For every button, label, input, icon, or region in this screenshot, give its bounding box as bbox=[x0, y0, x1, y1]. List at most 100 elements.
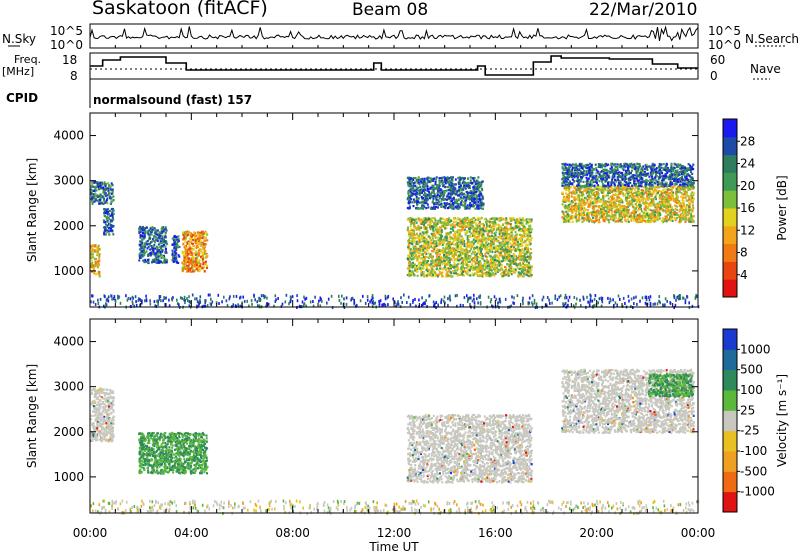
echo-cell bbox=[445, 251, 448, 254]
echo-cell bbox=[108, 185, 111, 188]
scatter-cell bbox=[448, 294, 451, 298]
echo-cell bbox=[461, 220, 464, 223]
echo-cell bbox=[468, 198, 471, 201]
scatter-cell bbox=[232, 294, 235, 298]
echo-cell bbox=[525, 252, 528, 255]
scatter-cell bbox=[449, 298, 452, 302]
echo-cell bbox=[461, 249, 464, 252]
echo-cell bbox=[426, 181, 429, 184]
echo-cell bbox=[106, 225, 109, 229]
echo-cell bbox=[94, 188, 97, 191]
echo-cell bbox=[464, 222, 467, 225]
echo-cell bbox=[453, 272, 455, 275]
scatter-cell bbox=[221, 300, 223, 304]
echo-cell bbox=[483, 268, 486, 271]
scatter-cell bbox=[412, 299, 414, 302]
echo-cell bbox=[463, 206, 466, 209]
echo-cell bbox=[434, 219, 437, 222]
echo-cell bbox=[98, 264, 101, 267]
echo-cell bbox=[477, 242, 480, 245]
echo-cell bbox=[452, 233, 455, 236]
echo-cell bbox=[472, 203, 474, 206]
echo-cell bbox=[139, 253, 142, 256]
echo-cell bbox=[669, 205, 672, 208]
echo-cell bbox=[105, 198, 108, 201]
echo-cell bbox=[486, 258, 488, 261]
scatter-cell bbox=[579, 298, 581, 302]
echo-cell bbox=[407, 202, 410, 205]
echo-cell bbox=[183, 237, 185, 240]
echo-cell bbox=[109, 202, 112, 205]
echo-cell bbox=[91, 247, 94, 250]
echo-cell bbox=[456, 190, 459, 193]
echo-cell bbox=[105, 200, 108, 203]
echo-cell bbox=[513, 269, 516, 272]
echo-cell bbox=[205, 256, 207, 259]
echo-cell bbox=[409, 188, 412, 191]
echo-cell bbox=[445, 263, 448, 266]
echo-cell bbox=[466, 216, 469, 219]
scatter-cell bbox=[135, 300, 137, 304]
echo-cell bbox=[455, 249, 457, 252]
echo-cell bbox=[427, 268, 430, 271]
scatter-cell bbox=[384, 294, 387, 298]
echo-cell bbox=[510, 248, 513, 251]
echo-cell bbox=[201, 242, 203, 245]
echo-cell bbox=[481, 195, 484, 198]
echo-cell bbox=[465, 247, 468, 250]
echo-cell bbox=[106, 202, 109, 205]
echo-cell bbox=[462, 241, 464, 244]
echo-cell bbox=[508, 249, 511, 253]
scatter-cell bbox=[559, 294, 562, 298]
echo-cell bbox=[466, 204, 469, 207]
echo-cell bbox=[407, 238, 410, 241]
echo-cell bbox=[432, 200, 434, 203]
echo-cell bbox=[497, 268, 500, 271]
echo-cell bbox=[468, 235, 471, 238]
scatter-cell bbox=[597, 301, 599, 305]
scatter-cell bbox=[248, 304, 250, 308]
echo-cell bbox=[454, 263, 457, 266]
echo-cell bbox=[464, 207, 467, 210]
scatter-cell bbox=[188, 300, 191, 303]
echo-cell bbox=[426, 189, 429, 192]
echo-cell bbox=[175, 255, 177, 258]
scatter-cell bbox=[211, 300, 214, 304]
echo-cell bbox=[196, 241, 199, 245]
cpid-value: normalsound (fast) 157 bbox=[93, 93, 253, 107]
echo-cell bbox=[171, 249, 174, 252]
echo-cell bbox=[452, 183, 455, 186]
echo-cell bbox=[150, 240, 153, 243]
echo-cell bbox=[91, 195, 94, 198]
echo-cell bbox=[424, 217, 427, 220]
echo-cell bbox=[427, 176, 430, 179]
echo-cell bbox=[516, 219, 519, 222]
echo-cell bbox=[497, 247, 500, 250]
scatter-cell bbox=[338, 298, 341, 302]
scatter-cell bbox=[456, 293, 458, 297]
echo-cell bbox=[431, 217, 434, 220]
echo-cell bbox=[443, 240, 446, 243]
echo-cell bbox=[471, 268, 474, 271]
echo-cell bbox=[463, 192, 465, 195]
echo-cell bbox=[457, 254, 460, 257]
echo-cell bbox=[465, 266, 468, 270]
echo-cell bbox=[449, 238, 452, 241]
scatter-cell bbox=[562, 304, 565, 308]
echo-cell bbox=[413, 274, 416, 277]
echo-cell bbox=[496, 259, 499, 262]
echo-cell bbox=[527, 274, 530, 277]
echo-cell bbox=[469, 266, 472, 269]
echo-cell bbox=[156, 250, 159, 253]
echo-cell bbox=[655, 198, 658, 201]
echo-cell bbox=[434, 236, 437, 239]
echo-cell bbox=[420, 249, 423, 252]
echo-cell bbox=[463, 242, 466, 246]
echo-cell bbox=[411, 234, 413, 237]
echo-cell bbox=[501, 246, 504, 249]
echo-cell bbox=[108, 212, 110, 216]
scatter-cell bbox=[218, 302, 220, 305]
echo-cell bbox=[476, 246, 478, 249]
echo-cell bbox=[189, 247, 192, 250]
echo-cell bbox=[153, 243, 156, 246]
